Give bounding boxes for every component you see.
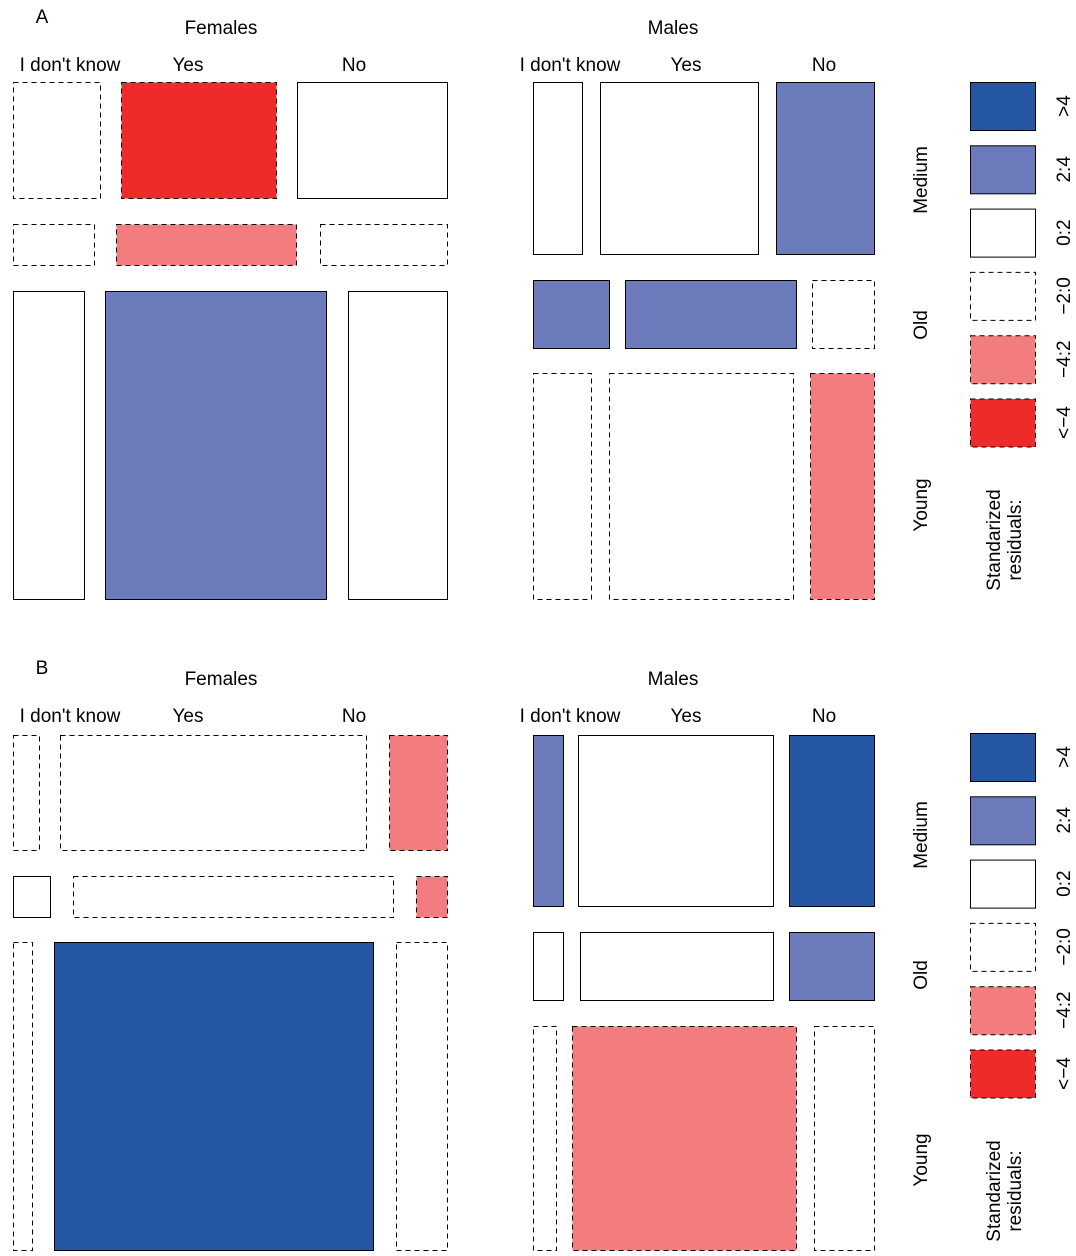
mosaic-cell xyxy=(13,224,95,266)
mosaic-cell xyxy=(13,291,85,600)
mosaic-cell xyxy=(533,932,564,1001)
group-title: Females xyxy=(185,18,258,39)
group-title: Females xyxy=(185,669,258,690)
legend-swatch xyxy=(970,335,1036,385)
legend-title: residuals: xyxy=(1005,1150,1026,1231)
mosaic-cell xyxy=(105,291,327,600)
mosaic-cell xyxy=(812,280,875,349)
legend-swatch xyxy=(970,986,1036,1036)
panel-label: A xyxy=(36,7,49,28)
mosaic-cell xyxy=(600,82,759,255)
legend-label: <−4 xyxy=(1054,406,1075,439)
mosaic-cell xyxy=(533,1026,557,1251)
legend-swatch xyxy=(970,1049,1036,1099)
legend-label: 0:2 xyxy=(1054,219,1075,245)
mosaic-cell xyxy=(625,280,797,349)
legend-swatch xyxy=(970,922,1036,972)
legend-label: >4 xyxy=(1054,746,1075,768)
legend-label: <−4 xyxy=(1054,1057,1075,1090)
row-label: Young xyxy=(911,1133,932,1186)
mosaic-cell xyxy=(789,932,875,1001)
legend-swatch xyxy=(970,271,1036,321)
group-title: Males xyxy=(648,669,699,690)
mosaic-cell xyxy=(533,735,564,907)
legend-swatch xyxy=(970,733,1036,782)
legend-title: Standarized xyxy=(984,1140,1005,1241)
mosaic-cell xyxy=(320,224,448,266)
legend-swatch xyxy=(970,145,1036,195)
row-label: Young xyxy=(911,478,932,531)
column-label: No xyxy=(812,706,836,727)
legend-swatch xyxy=(970,859,1036,909)
legend-label: >4 xyxy=(1054,95,1075,117)
column-label: I don't know xyxy=(520,706,621,727)
mosaic-cell xyxy=(578,735,774,907)
group-title: Males xyxy=(648,18,699,39)
legend-label: 2:4 xyxy=(1054,807,1075,834)
legend-label: −2:0 xyxy=(1054,277,1075,315)
column-label: Yes xyxy=(173,706,204,727)
mosaic-cell xyxy=(533,280,610,349)
row-label: Medium xyxy=(911,146,932,214)
column-label: Yes xyxy=(671,706,702,727)
panel-label: B xyxy=(36,658,49,679)
column-label: I don't know xyxy=(20,706,121,727)
row-label: Old xyxy=(911,310,932,340)
legend-label: 2:4 xyxy=(1054,156,1075,183)
mosaic-cell xyxy=(54,942,374,1251)
mosaic-cell xyxy=(297,82,448,199)
mosaic-cell xyxy=(533,82,583,255)
legend-label: 0:2 xyxy=(1054,870,1075,896)
legend-swatch xyxy=(970,398,1036,448)
mosaic-cell xyxy=(13,942,33,1251)
mosaic-cell xyxy=(73,876,394,918)
column-label: I don't know xyxy=(20,55,121,76)
mosaic-cell xyxy=(416,876,448,918)
mosaic-cell xyxy=(533,373,592,600)
column-label: No xyxy=(342,706,366,727)
legend-swatch xyxy=(970,82,1036,131)
mosaic-cell xyxy=(348,291,448,600)
mosaic-cell xyxy=(609,373,794,600)
mosaic-cell xyxy=(121,82,277,199)
legend-label: −2:0 xyxy=(1054,928,1075,966)
row-label: Medium xyxy=(911,801,932,869)
mosaic-cell xyxy=(396,942,448,1251)
column-label: I don't know xyxy=(520,55,621,76)
legend-swatch xyxy=(970,796,1036,846)
legend-title: Standarized xyxy=(984,489,1005,590)
column-label: Yes xyxy=(173,55,204,76)
mosaic-cell xyxy=(580,932,774,1001)
column-label: No xyxy=(812,55,836,76)
mosaic-cell xyxy=(789,735,875,907)
legend-swatch xyxy=(970,208,1036,258)
mosaic-cell xyxy=(389,735,448,851)
mosaic-cell xyxy=(13,735,40,851)
mosaic-cell xyxy=(814,1026,875,1251)
mosaic-cell xyxy=(13,82,101,199)
mosaic-cell xyxy=(572,1026,797,1251)
mosaic-cell xyxy=(60,735,367,851)
legend-title: residuals: xyxy=(1005,499,1026,580)
mosaic-cell xyxy=(13,876,51,918)
legend-label: −4:2 xyxy=(1054,340,1075,378)
column-label: No xyxy=(342,55,366,76)
mosaic-cell xyxy=(776,82,875,255)
mosaic-cell xyxy=(116,224,297,266)
column-label: Yes xyxy=(671,55,702,76)
legend-label: −4:2 xyxy=(1054,991,1075,1029)
mosaic-cell xyxy=(810,373,875,600)
row-label: Old xyxy=(911,960,932,990)
